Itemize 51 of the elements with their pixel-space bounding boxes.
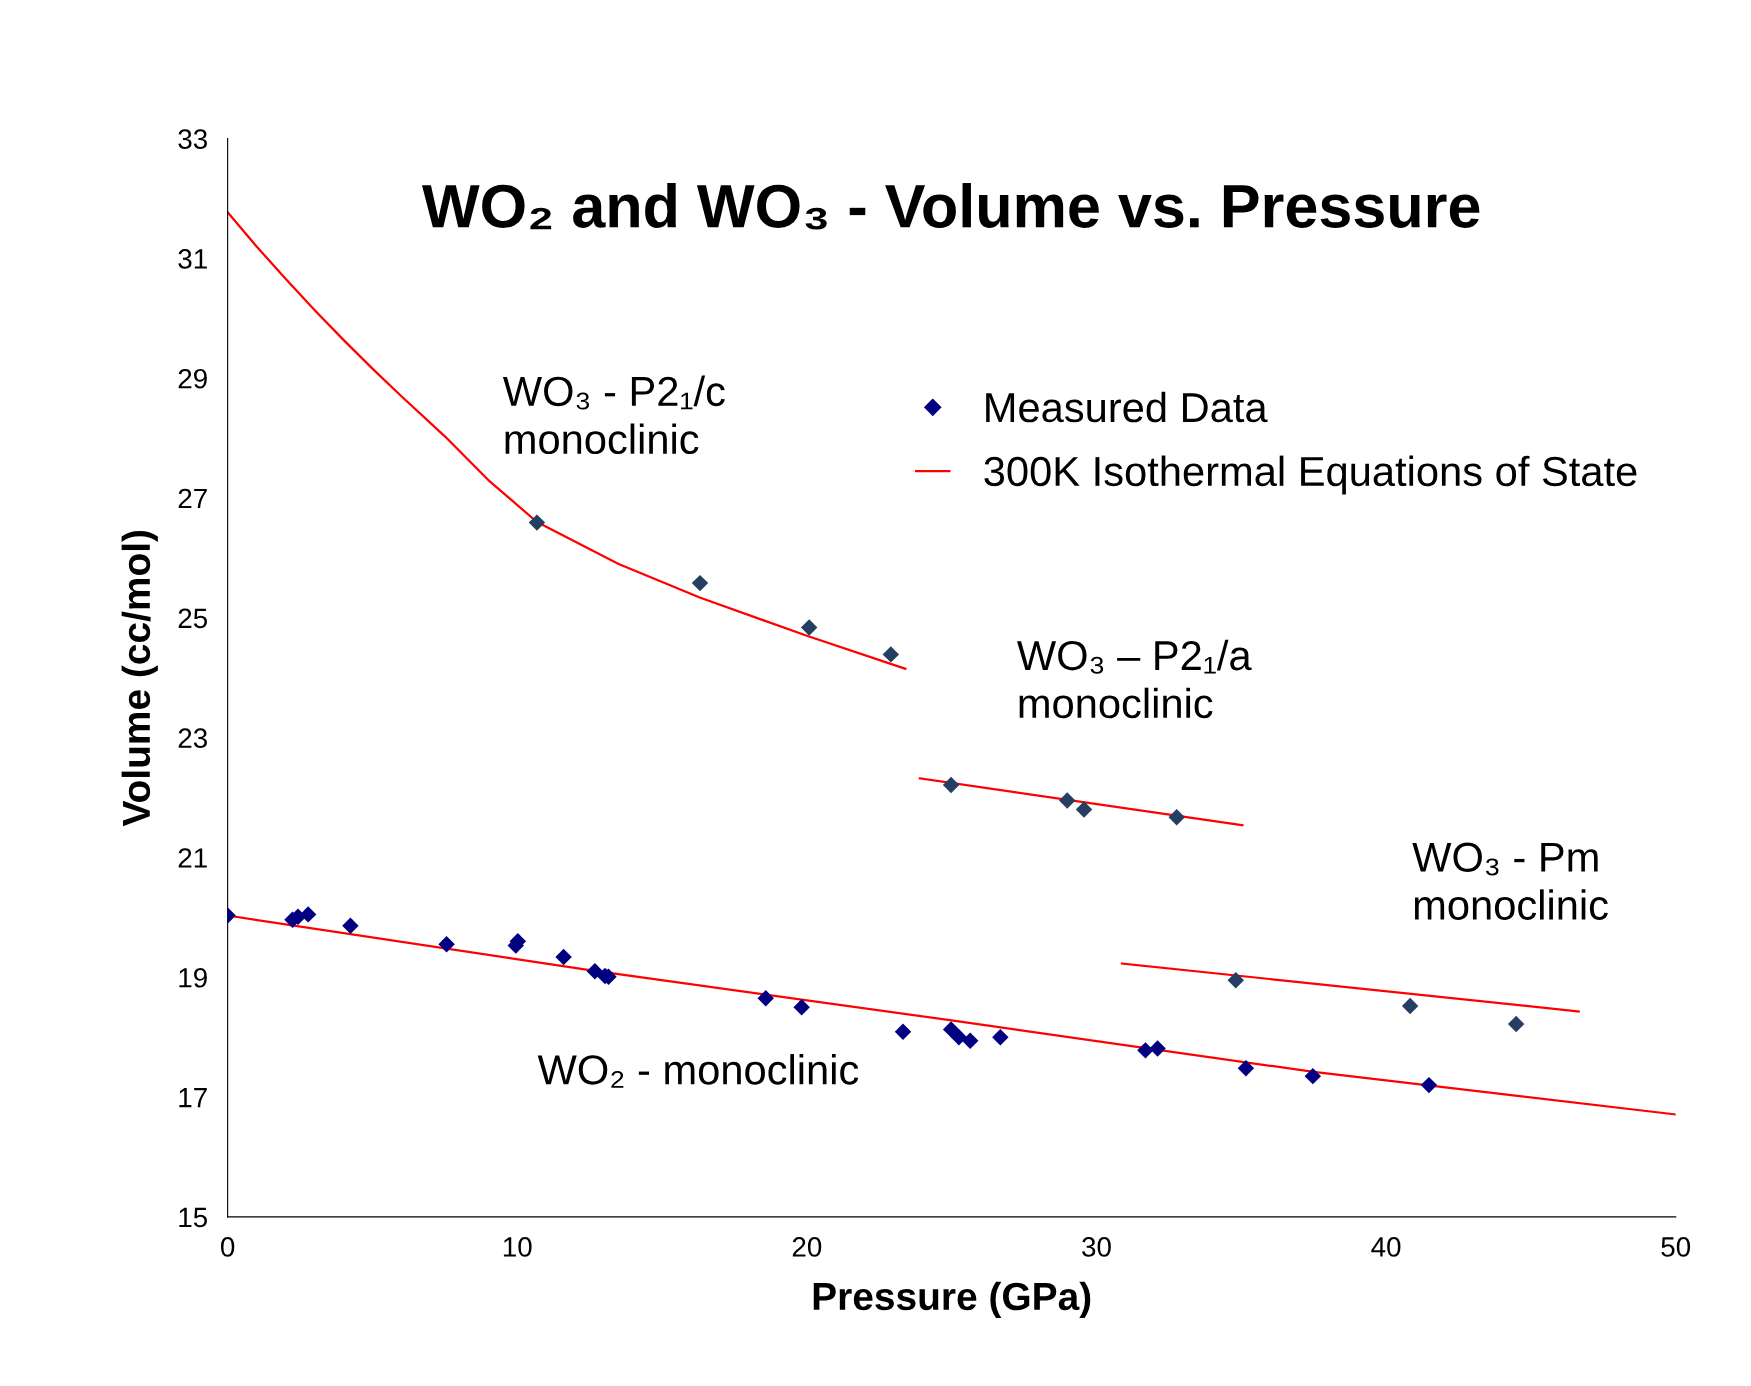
x-tick-label: 50 xyxy=(1661,1237,1691,1257)
y-tick-label: 17 xyxy=(179,1088,207,1108)
y-tick-label: 29 xyxy=(178,368,207,389)
point xyxy=(1507,1015,1525,1033)
point xyxy=(1075,801,1093,818)
y-tick-label: 25 xyxy=(178,608,208,629)
point xyxy=(942,776,960,794)
point xyxy=(555,948,572,966)
y-tick-label: 23 xyxy=(178,728,207,748)
point xyxy=(1237,1060,1255,1077)
y-tick-label: 15 xyxy=(179,1207,208,1228)
point xyxy=(1304,1067,1322,1085)
point xyxy=(757,990,774,1007)
annotation: WO₃ - Pm monoclinic xyxy=(1412,842,1608,920)
point xyxy=(342,917,359,934)
annotation: WO₃ – P2₁/a monoclinic xyxy=(1017,639,1252,719)
point xyxy=(961,1032,979,1049)
x-tick-label: 30 xyxy=(1082,1237,1111,1257)
x-tick-label: 40 xyxy=(1371,1237,1401,1257)
x-tick-label: 0 xyxy=(220,1237,235,1257)
y-tick-label: 31 xyxy=(178,249,207,269)
point xyxy=(1401,997,1419,1015)
y-tick-label: 33 xyxy=(178,129,207,149)
y-tick-label: 19 xyxy=(179,967,207,988)
point xyxy=(894,1023,912,1041)
point xyxy=(1137,1042,1154,1059)
point xyxy=(691,574,709,592)
annotation: WO₃ - P2₁/c monoclinic xyxy=(502,375,725,455)
point xyxy=(882,646,900,663)
text: WO₂ and WO₃ - Volume vs. Pressure xyxy=(422,183,1480,230)
point xyxy=(800,619,818,636)
point xyxy=(1059,792,1076,809)
x-tick-label: 20 xyxy=(792,1237,822,1257)
y-axis-title: Volume (cc/mol) xyxy=(121,530,158,827)
y-tick-label: 21 xyxy=(178,848,207,868)
legend-label: 300K Isothermal Equations of State xyxy=(984,455,1637,495)
x-tick-label: 10 xyxy=(503,1237,532,1257)
point xyxy=(1227,972,1244,989)
point xyxy=(950,1028,968,1046)
point xyxy=(1149,1040,1166,1057)
y-tick-label: 27 xyxy=(178,488,207,509)
x-axis-title: Pressure (GPa) xyxy=(813,1281,1091,1318)
point xyxy=(1168,809,1185,826)
point xyxy=(1420,1076,1438,1094)
point xyxy=(992,1028,1009,1046)
legend-label: Measured Data xyxy=(986,391,1268,423)
point xyxy=(586,963,604,980)
point xyxy=(793,999,810,1016)
point xyxy=(438,936,455,953)
annotation: WO₂ - monoclinic xyxy=(537,1054,859,1088)
point xyxy=(528,514,546,531)
